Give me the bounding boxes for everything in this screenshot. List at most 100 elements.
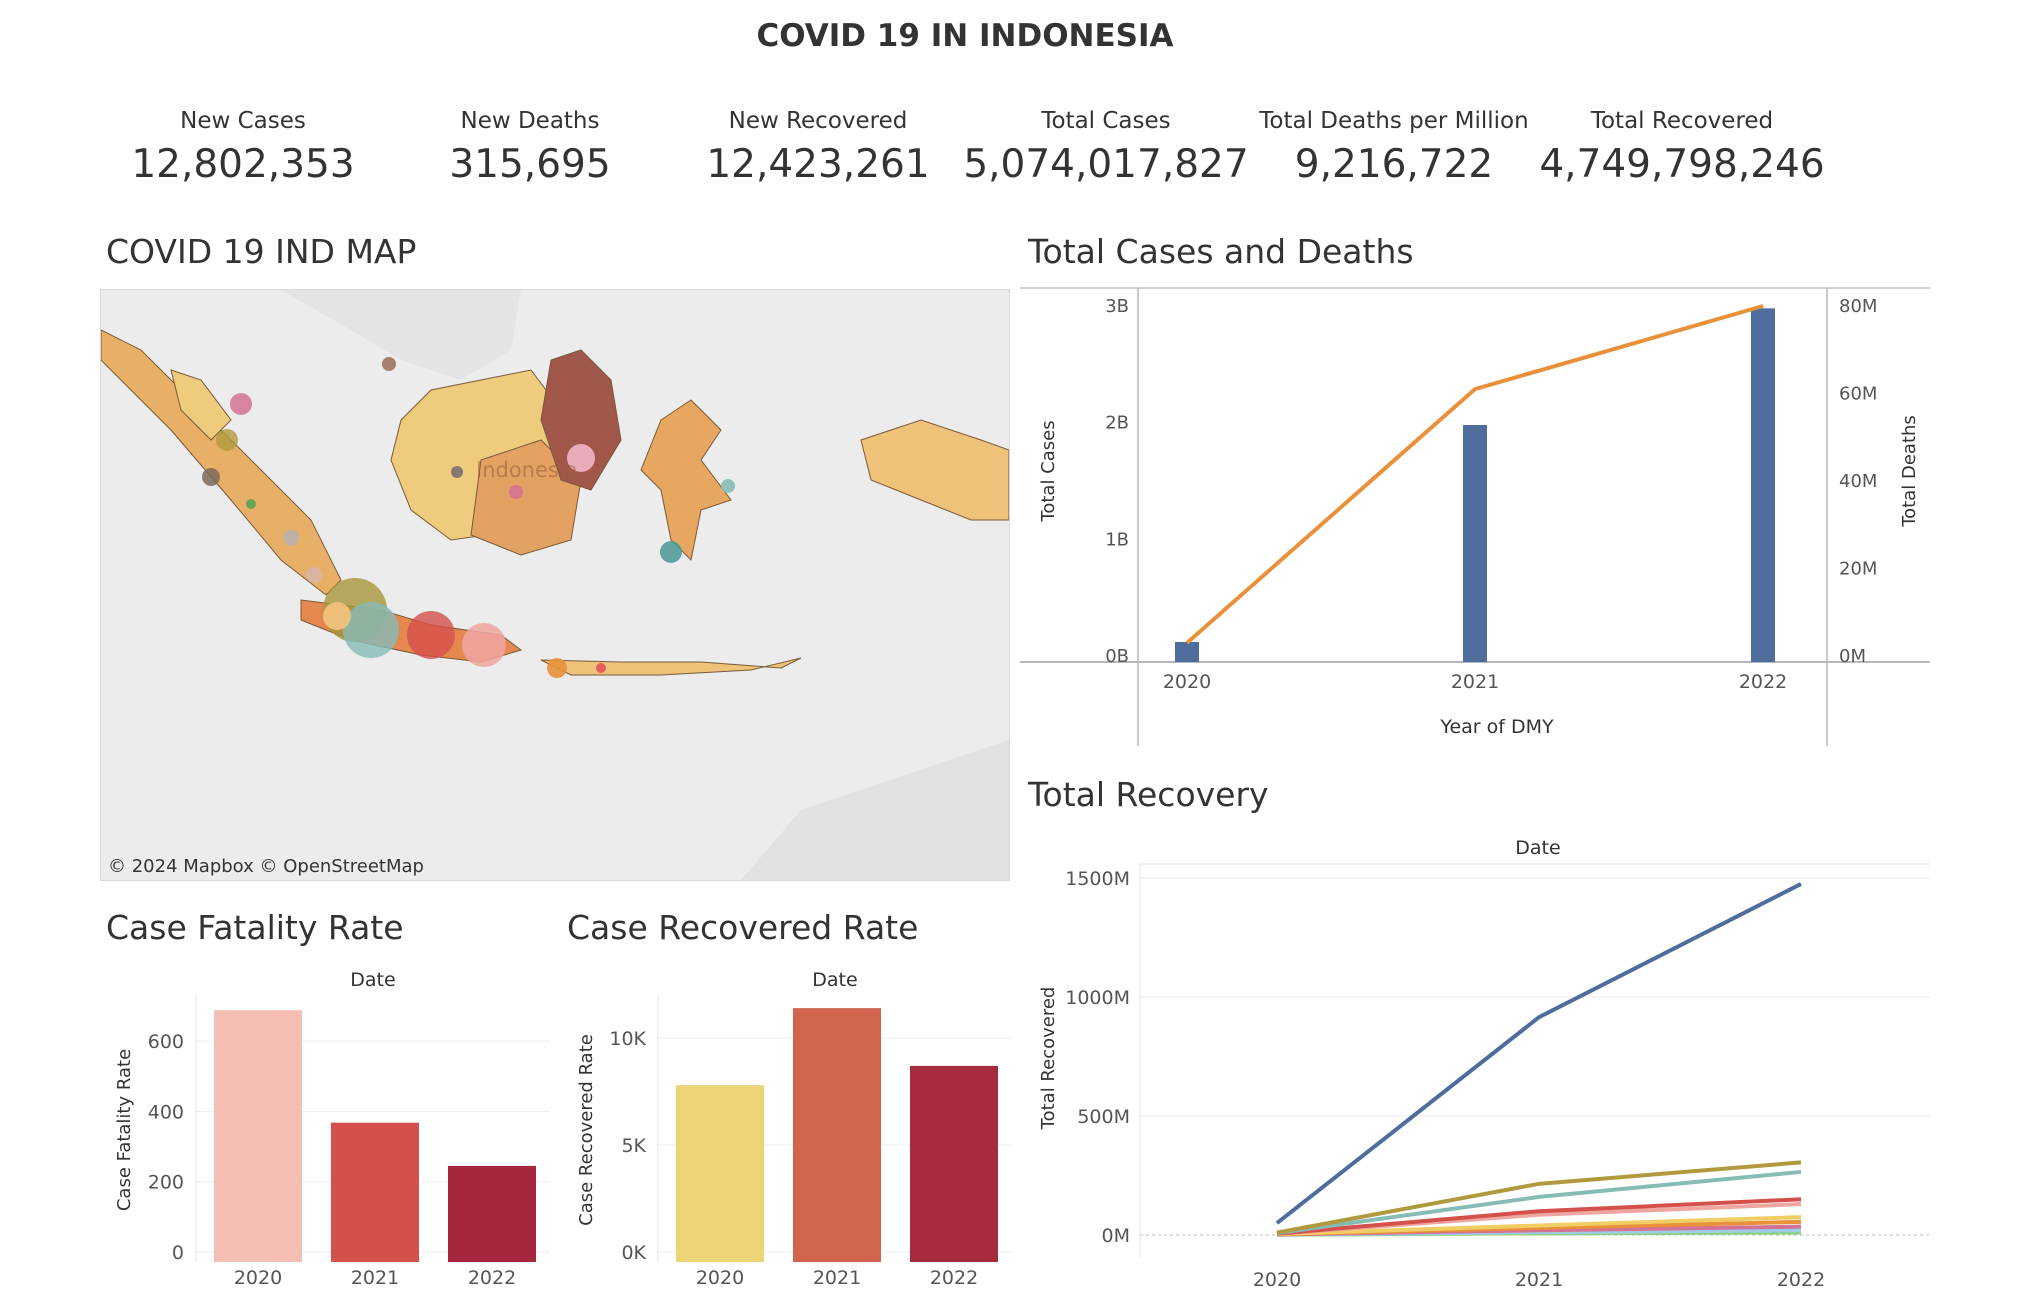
bar-total-cases (1751, 308, 1775, 662)
map-bubble[interactable] (721, 479, 735, 493)
kpi-new-recovered: New Recovered 12,423,261 (673, 108, 963, 187)
map-bubble[interactable] (283, 530, 299, 546)
map-bubble[interactable] (323, 602, 351, 630)
y2-tick-label: 0M (1839, 646, 1866, 667)
chart-header: Date (1515, 837, 1560, 859)
y-tick-label: 5K (621, 1135, 646, 1157)
map-bubble[interactable] (567, 444, 595, 472)
x-tick-label: 2022 (1777, 1269, 1825, 1291)
y-axis-title: Case Fatality Rate (114, 1049, 135, 1211)
kpi-label: New Recovered (728, 108, 908, 134)
y-axis-title: Total Cases (1038, 420, 1059, 522)
y-tick-label: 600 (148, 1031, 184, 1053)
map-bubble[interactable] (462, 623, 506, 667)
kpi-value: 12,802,353 (131, 142, 355, 187)
x-tick-label: 2021 (813, 1267, 861, 1289)
kpi-label: Total Deaths per Million (1259, 108, 1529, 134)
y-tick-label: 3B (1105, 296, 1129, 317)
x-tick-label: 2020 (234, 1267, 282, 1289)
map-papua[interactable] (860, 419, 1009, 521)
x-tick-label: 2022 (1739, 671, 1787, 693)
y-tick-label: 0B (1105, 646, 1129, 667)
y-axis-title: Total Recovered (1038, 987, 1059, 1131)
case-fatality-rate-chart[interactable]: Date 0 200 400 600 2020 2021 2022 Case Fatality … (100, 960, 550, 1300)
rate-bar (331, 1122, 419, 1262)
rate-bar (676, 1085, 764, 1262)
map-bubble[interactable] (451, 466, 463, 478)
map-bubble[interactable] (382, 357, 396, 371)
x-tick-label: 2021 (1515, 1269, 1563, 1291)
x-tick-label: 2021 (1451, 671, 1499, 693)
map-bubble[interactable] (306, 567, 322, 583)
y-tick-label: 1B (1105, 529, 1129, 550)
cases-deaths-title: Total Cases and Deaths (1028, 232, 1414, 271)
y-tick-label: 500M (1077, 1106, 1130, 1128)
rate-bar (910, 1065, 998, 1262)
recovery-title: Total Recovery (1028, 775, 1269, 814)
y-tick-label: 0M (1102, 1225, 1130, 1247)
map-sulawesi[interactable] (640, 399, 732, 562)
crr-title: Case Recovered Rate (567, 908, 919, 947)
y2-tick-label: 80M (1839, 296, 1877, 317)
y2-axis-title: Total Deaths (1899, 415, 1920, 528)
kpi-label: Total Recovered (1590, 108, 1774, 134)
map-nusa-tenggara[interactable] (540, 657, 802, 676)
kpi-total-recovered: Total Recovered 4,749,798,246 (1537, 108, 1827, 187)
map-kalimantan-central[interactable] (470, 439, 582, 556)
kpi-value: 5,074,017,827 (963, 142, 1249, 187)
kpi-new-cases: New Cases 12,802,353 (98, 108, 388, 187)
kpi-value: 12,423,261 (706, 142, 930, 187)
map-bubble[interactable] (202, 468, 220, 486)
y-tick-label: 200 (148, 1172, 184, 1194)
map-bubble[interactable] (230, 393, 252, 415)
map-aceh[interactable] (170, 369, 232, 441)
y2-tick-label: 20M (1839, 559, 1877, 580)
kpi-value: 315,695 (449, 142, 611, 187)
x-tick-label: 2020 (696, 1267, 744, 1289)
x-axis-title: Year of DMY (1439, 716, 1554, 738)
bar-total-cases (1463, 425, 1487, 662)
recovery-series-line (1276, 1160, 1802, 1235)
map-bubble[interactable] (509, 485, 523, 499)
map-landmass-background (741, 740, 1009, 880)
map-kalimantan-east[interactable] (540, 349, 622, 491)
x-tick-label: 2022 (930, 1267, 978, 1289)
map-bubble[interactable] (596, 663, 606, 673)
x-tick-label: 2020 (1253, 1269, 1301, 1291)
map-country-label: Indonesia (476, 458, 578, 482)
y-tick-label: 1000M (1065, 987, 1130, 1009)
y-tick-label: 10K (609, 1028, 646, 1050)
kpi-label: New Deaths (460, 108, 600, 134)
recovery-chart[interactable]: Date 0M 500M 1000M 1500M 2020 2021 2022 Total Re… (1020, 828, 1930, 1302)
rate-bar (448, 1165, 536, 1262)
chart-header: Date (812, 969, 857, 991)
map-credit: © 2024 Mapbox © OpenStreetMap (108, 856, 424, 877)
map-bubble[interactable] (216, 429, 238, 451)
rate-bar (793, 1008, 881, 1262)
kpi-value: 4,749,798,246 (1539, 142, 1825, 187)
kpi-new-deaths: New Deaths 315,695 (385, 108, 675, 187)
map-canvas[interactable] (101, 290, 1009, 880)
cfr-title: Case Fatality Rate (106, 908, 404, 947)
map-bubble[interactable] (407, 611, 455, 659)
map-bubble[interactable] (660, 541, 682, 563)
x-tick-label: 2021 (351, 1267, 399, 1289)
case-recovered-rate-chart[interactable]: Date 0K 5K 10K 2020 2021 2022 Case Recovered Ra… (562, 960, 1012, 1300)
map-bubble[interactable] (547, 658, 567, 678)
kpi-label: Total Cases (1041, 108, 1171, 134)
y2-tick-label: 40M (1839, 471, 1877, 492)
covid-map[interactable]: Indonesia © 2024 Mapbox © OpenStreetMap (100, 289, 1010, 881)
kpi-value: 9,216,722 (1294, 142, 1494, 187)
recovery-series-line (1276, 1197, 1802, 1236)
bar-total-cases (1175, 642, 1199, 662)
dashboard-title: COVID 19 IN INDONESIA (756, 18, 1174, 54)
x-tick-label: 2022 (468, 1267, 516, 1289)
line-total-deaths (1185, 304, 1764, 645)
map-bubble[interactable] (246, 499, 256, 509)
kpi-total-deaths-per-million: Total Deaths per Million 9,216,722 (1249, 108, 1539, 187)
cases-deaths-chart[interactable]: 0B 1B 2B 3B 0M 20M 40M 60M 80M 2020 2021 2022 Year o… (1020, 286, 1930, 756)
map-bubble[interactable] (343, 602, 399, 658)
map-title: COVID 19 IND MAP (106, 232, 417, 271)
y-tick-label: 0 (172, 1242, 184, 1264)
recovery-series-line (1276, 1215, 1802, 1237)
